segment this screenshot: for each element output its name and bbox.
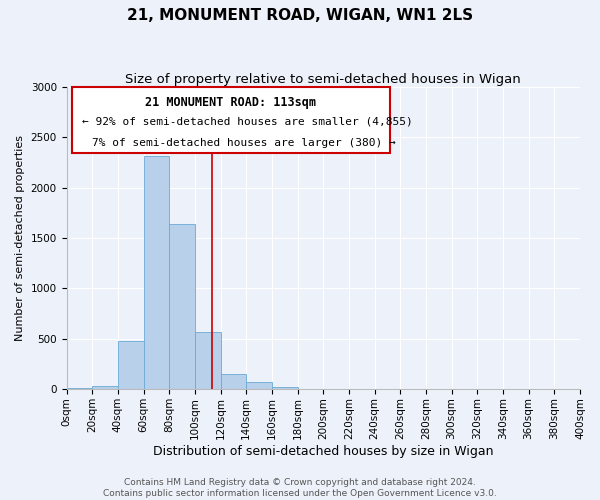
- Bar: [298, 389, 323, 390]
- FancyBboxPatch shape: [71, 86, 390, 153]
- Bar: [118, 341, 143, 390]
- Text: 21 MONUMENT ROAD: 113sqm: 21 MONUMENT ROAD: 113sqm: [145, 96, 316, 108]
- Bar: [272, 388, 298, 390]
- Text: 7% of semi-detached houses are larger (380) →: 7% of semi-detached houses are larger (3…: [92, 138, 396, 148]
- Bar: [169, 224, 195, 390]
- Text: 21, MONUMENT ROAD, WIGAN, WN1 2LS: 21, MONUMENT ROAD, WIGAN, WN1 2LS: [127, 8, 473, 22]
- Bar: [195, 332, 221, 390]
- Bar: [246, 382, 272, 390]
- X-axis label: Distribution of semi-detached houses by size in Wigan: Distribution of semi-detached houses by …: [153, 444, 494, 458]
- Y-axis label: Number of semi-detached properties: Number of semi-detached properties: [15, 135, 25, 341]
- Text: ← 92% of semi-detached houses are smaller (4,855): ← 92% of semi-detached houses are smalle…: [82, 117, 413, 127]
- Bar: [143, 156, 169, 390]
- Bar: [92, 386, 118, 390]
- Bar: [221, 374, 246, 390]
- Title: Size of property relative to semi-detached houses in Wigan: Size of property relative to semi-detach…: [125, 72, 521, 86]
- Text: Contains HM Land Registry data © Crown copyright and database right 2024.
Contai: Contains HM Land Registry data © Crown c…: [103, 478, 497, 498]
- Bar: [67, 388, 92, 390]
